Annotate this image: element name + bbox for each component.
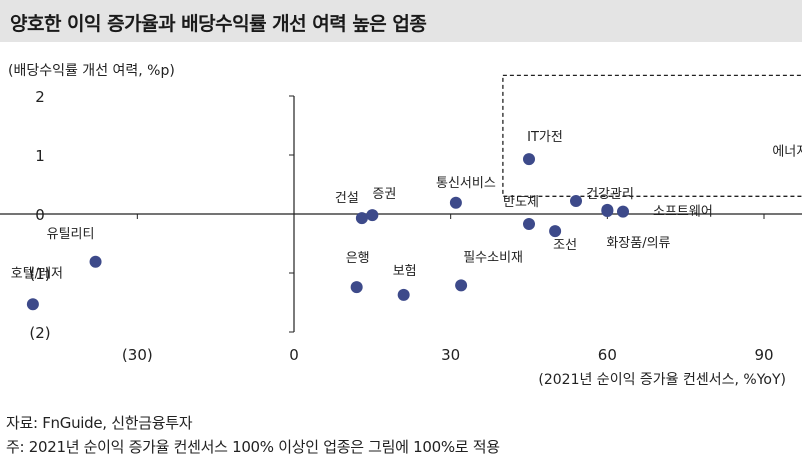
x-tick-label: 60 [598, 346, 617, 364]
point-8 [570, 195, 583, 208]
x-tick-label: 30 [441, 346, 460, 364]
scatter-chart: 210(1)(2)(60)(30)0306090120 철강IT하드웨어화학자동… [0, 63, 802, 388]
point-label: IT가전 [527, 130, 563, 145]
chart-title: 양호한 이익 증가율과 배당수익률 개선 여력 높은 업종 [10, 13, 427, 35]
source-note: 자료: FnGuide, 신한금융투자 [6, 414, 193, 432]
title-bar: 양호한 이익 증가율과 배당수익률 개선 여력 높은 업종 [0, 0, 802, 42]
point-label: 건설 [335, 191, 359, 206]
x-axis-label: (2021년 순이익 증가율 컨센서스, %YoY) [538, 372, 786, 388]
y-tick-label: 1 [35, 147, 45, 165]
point-label: 보험 [393, 264, 417, 279]
x-tick-label: (30) [122, 346, 153, 364]
y-tick-label: 2 [35, 88, 45, 106]
point-label: 조선 [553, 238, 577, 253]
point-11 [523, 218, 536, 231]
point-label: 소프트웨어 [653, 205, 713, 220]
point-label: 반도체 [503, 195, 539, 210]
point-21 [26, 298, 39, 311]
point-7 [523, 153, 536, 166]
y-tick-label: (2) [29, 324, 50, 342]
footnote: 주: 2021년 순이익 증가율 컨센서스 100% 이상인 업종은 그림에 1… [6, 438, 500, 456]
highlight-box [502, 74, 802, 197]
point-13 [601, 205, 614, 218]
point-label: 에너지 [772, 145, 802, 160]
point-label: 건강관리 [586, 187, 634, 202]
highlight-box-rect [502, 74, 802, 197]
y-tick-label: (1) [29, 265, 50, 283]
point-17 [350, 281, 363, 294]
y-axis-label: (배당수익률 개선 여력, %p) [8, 63, 175, 79]
point-19 [455, 279, 468, 292]
point-9 [617, 205, 630, 218]
point-label: 은행 [346, 250, 370, 266]
point-label: 증권 [372, 187, 396, 202]
x-tick-label: 0 [289, 346, 299, 364]
x-tick-label: 90 [754, 346, 773, 364]
axes: 210(1)(2)(60)(30)0306090120 [0, 88, 802, 364]
point-16 [366, 209, 379, 222]
point-15 [355, 212, 368, 225]
point-20 [89, 255, 102, 268]
point-labels: 철강IT하드웨어화학자동차에너지디스플레이유통IT가전건강관리소프트웨어반도체조… [11, 130, 802, 281]
point-label: 통신서비스 [436, 176, 496, 191]
point-14 [449, 196, 462, 209]
point-18 [397, 288, 410, 301]
point-label: 호텔/레저 [11, 266, 63, 281]
data-points [26, 153, 630, 311]
point-label: 필수소비재 [463, 250, 523, 265]
y-tick-label: 0 [35, 206, 45, 224]
point-label: 유틸리티 [47, 227, 95, 242]
point-label: 화장품/의류 [606, 236, 670, 251]
point-12 [549, 225, 562, 238]
